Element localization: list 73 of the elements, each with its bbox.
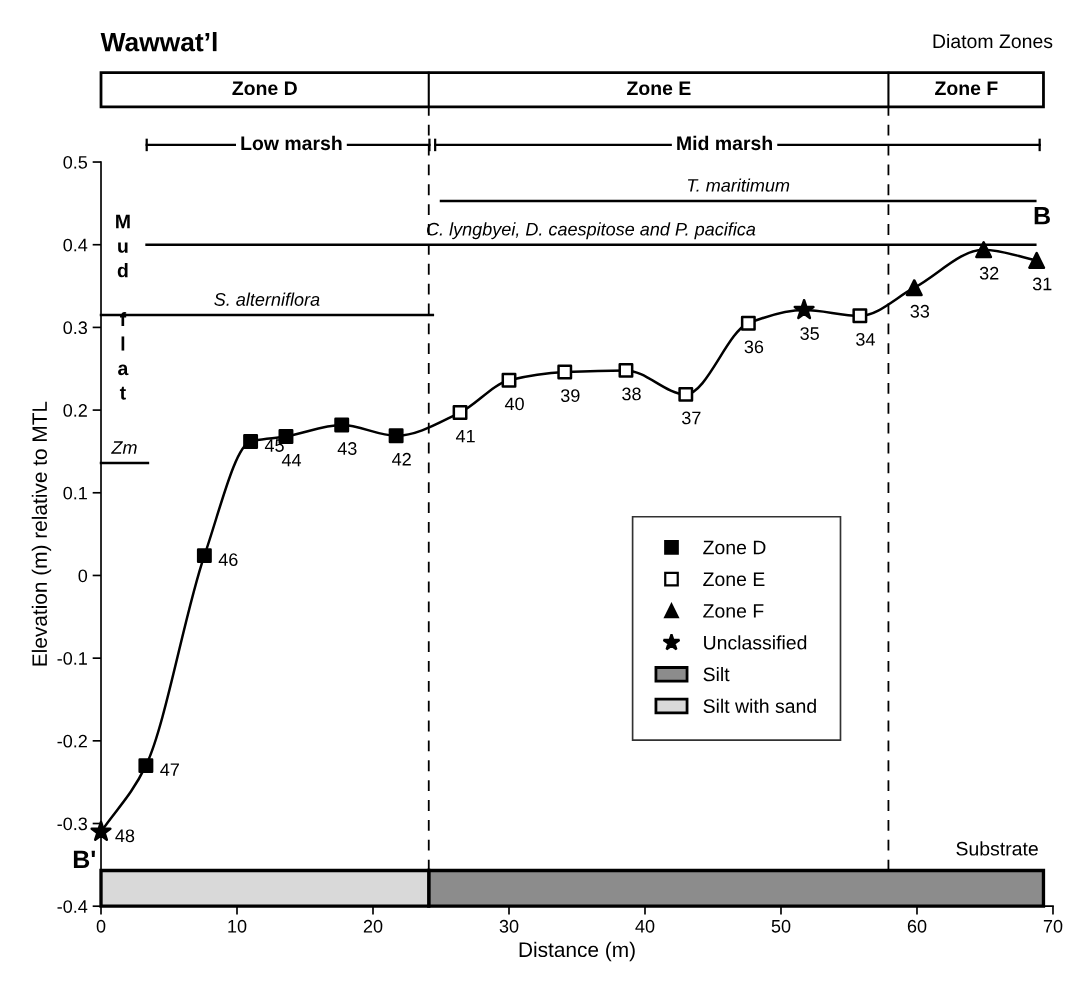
text: Mid marsh [677,135,772,151]
annotation: 41 [455,429,475,443]
text: Zone F [935,81,998,96]
annotation: 38 [622,387,641,401]
x-tick-label: 0 [96,919,106,933]
annotation: 47 [160,763,179,776]
y-tick-label: -0.4 [57,900,88,913]
y-tick-label: 0.3 [63,321,88,335]
x-tick-label: 10 [228,919,247,933]
y-tick-label: 0.2 [63,404,87,417]
point [618,362,634,378]
annotation: 43 [337,442,357,455]
point [388,428,404,444]
y-tick-label: 0.1 [63,486,87,500]
series-label: S. alterniflora [214,292,320,306]
annotation: 33 [910,304,930,318]
x-tick-label: 20 [363,919,383,933]
x-tick-label: 50 [771,919,791,933]
y-tick-label: -0.1 [57,652,87,665]
series-label: T. maritimum [687,178,790,192]
point [138,758,154,774]
x-tick-label: 30 [499,919,519,933]
point [793,298,815,320]
point [1028,251,1046,269]
text: Low marsh [241,135,342,151]
x-tick-label: 40 [635,919,655,933]
point [678,386,694,402]
annotation: 35 [800,327,819,340]
series-label: Zm [111,441,137,454]
point [90,820,112,841]
point [975,241,993,259]
point [740,315,756,331]
point [243,434,259,449]
legend-label: Silt [703,667,730,682]
text: Zone D [232,81,297,96]
chart-title: Wawwat’l [100,32,217,52]
x-axis-title: Distance (m) [519,941,635,962]
point [452,405,468,421]
text: Diatom Zones [933,33,1053,49]
annotation: 32 [979,266,999,280]
y-tick-label: 0.5 [63,155,88,169]
annotation: Substrate [956,841,1038,856]
y-tick-label: 0.4 [63,238,88,252]
legend-label: Zone D [703,540,766,555]
y-axis-title: Elevation (m) relative to MTL [31,401,52,666]
annotation: 46 [218,553,238,567]
text: B' [73,850,95,869]
point [905,279,923,297]
legend-label: Unclassified [704,635,807,650]
x-tick-label: 60 [907,919,927,933]
point [334,417,350,433]
annotation: B [1034,207,1050,225]
legend-label: Silt with sand [703,698,816,714]
annotation: 44 [281,453,302,467]
legend-label: Zone E [703,572,765,587]
annotation: 39 [560,389,580,402]
point [196,548,212,564]
annotation: 36 [744,340,764,354]
point [501,372,517,388]
point [852,308,868,324]
y-tick-label: -0.2 [57,734,87,748]
y-tick-label: -0.3 [57,817,88,831]
annotation: 31 [1032,277,1052,291]
x-tick-label: 70 [1043,919,1063,933]
annotation: 40 [504,397,524,411]
annotation: 34 [856,332,875,346]
annotation: 42 [392,452,411,466]
annotation: 37 [682,411,701,425]
text: Zone E [627,81,691,96]
y-tick-label: 0 [78,569,88,583]
annotation: 48 [115,829,135,843]
point [557,364,573,380]
legend-label: Zone F [703,604,764,618]
